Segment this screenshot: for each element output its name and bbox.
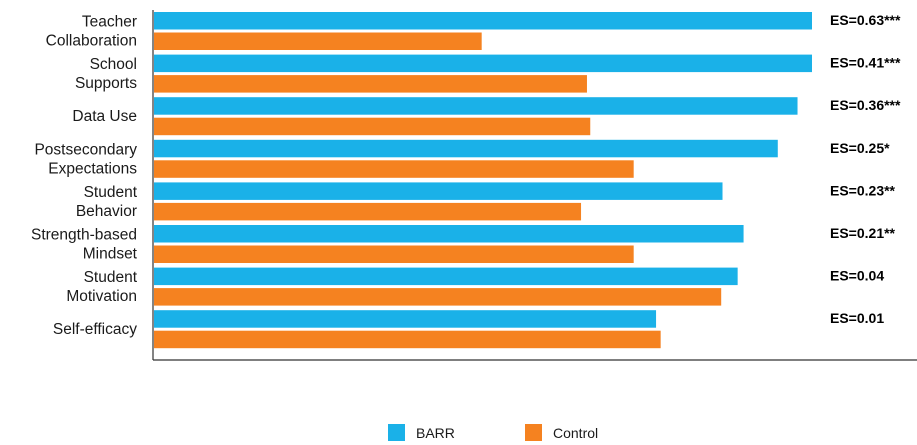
category-labels: Teacher Collaboration School Supports Data U…	[31, 14, 138, 339]
category-label-3: Postsecondary Expectations	[34, 141, 137, 177]
bar-control-0	[154, 32, 482, 50]
bar-control-5	[154, 245, 634, 263]
bar-barr-7	[154, 310, 657, 328]
bar-control-7	[154, 330, 661, 349]
legend-swatch-control	[525, 424, 542, 441]
bars-group	[154, 12, 812, 349]
bar-control-6	[154, 288, 722, 306]
bar-barr-6	[154, 267, 738, 286]
es-label-1: ES=0.41***	[830, 55, 901, 71]
category-label-6: Student Motivation	[66, 269, 137, 305]
effect-size-labels: ES=0.63*** ES=0.41*** ES=0.36*** ES=0.25* ES…	[830, 12, 901, 326]
bar-control-2	[154, 117, 591, 136]
legend-swatch-barr	[388, 424, 405, 441]
bar-barr-0	[154, 12, 812, 30]
bar-control-1	[154, 75, 587, 93]
bar-barr-2	[154, 97, 798, 115]
es-label-7: ES=0.01	[830, 310, 884, 326]
bar-barr-5	[154, 225, 744, 243]
category-label-4: Student Behavior	[76, 184, 138, 220]
bar-barr-1	[154, 54, 812, 73]
legend-label-barr: BARR	[416, 425, 455, 441]
es-label-6: ES=0.04	[830, 268, 884, 284]
legend-label-control: Control	[553, 425, 598, 441]
bar-control-4	[154, 202, 582, 221]
category-label-5: Strength-based Mindset	[31, 227, 138, 263]
es-label-4: ES=0.23**	[830, 182, 896, 198]
category-label-7: Self-efficacy	[53, 321, 137, 338]
es-label-5: ES=0.21**	[830, 225, 896, 241]
category-label-0: Teacher Collaboration	[46, 14, 137, 50]
es-label-0: ES=0.63***	[830, 12, 901, 28]
es-label-3: ES=0.25*	[830, 140, 890, 156]
es-label-2: ES=0.36***	[830, 97, 901, 113]
bar-control-3	[154, 160, 634, 178]
bar-barr-4	[154, 182, 723, 200]
category-label-1: School Supports	[75, 56, 137, 92]
bar-barr-3	[154, 139, 778, 158]
legend: BARR Control	[388, 424, 598, 441]
category-label-2: Data Use	[72, 108, 137, 125]
